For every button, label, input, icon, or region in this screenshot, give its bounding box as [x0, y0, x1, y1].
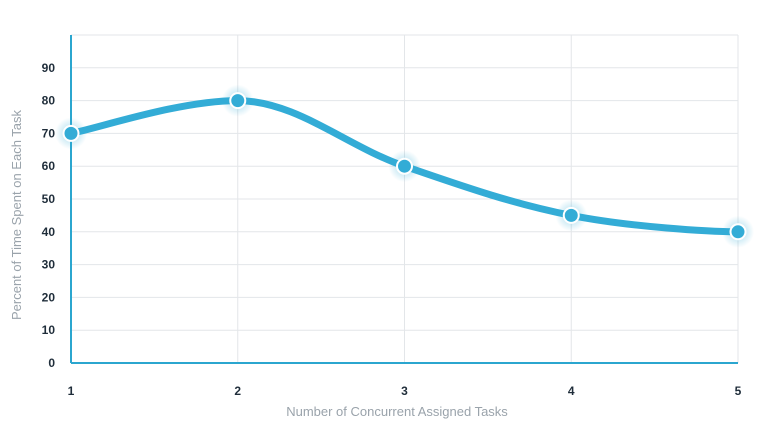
series-layer: [55, 84, 754, 248]
data-point: [562, 206, 580, 224]
y-tick-label: 10: [42, 323, 56, 337]
y-tick-label: 0: [48, 356, 55, 370]
y-tick-label: 90: [42, 61, 56, 75]
y-axis-title: Percent of Time Spent on Each Task: [9, 109, 24, 320]
label-layer: 0 10 20 30 40 50 60 70 80 90 1 2 3 4 5: [42, 61, 742, 398]
x-tick-label: 2: [234, 384, 241, 398]
x-tick-label: 1: [68, 384, 75, 398]
y-tick-label: 30: [42, 258, 56, 272]
data-point: [396, 157, 413, 175]
x-tick-label: 5: [735, 384, 742, 398]
data-point: [729, 223, 747, 241]
y-tick-label: 60: [42, 159, 56, 173]
y-tick-label: 50: [42, 192, 56, 206]
y-tick-label: 40: [42, 225, 56, 239]
y-tick-label: 20: [42, 290, 56, 304]
x-tick-label: 3: [401, 384, 408, 398]
y-tick-label: 80: [42, 94, 56, 108]
axis-layer: [70, 35, 738, 364]
x-tick-label: 4: [568, 384, 575, 398]
grid-layer: [71, 34, 739, 363]
x-axis-title: Number of Concurrent Assigned Tasks: [286, 404, 508, 419]
y-tick-label: 70: [42, 126, 56, 140]
data-point: [229, 92, 247, 110]
data-point: [62, 124, 80, 142]
